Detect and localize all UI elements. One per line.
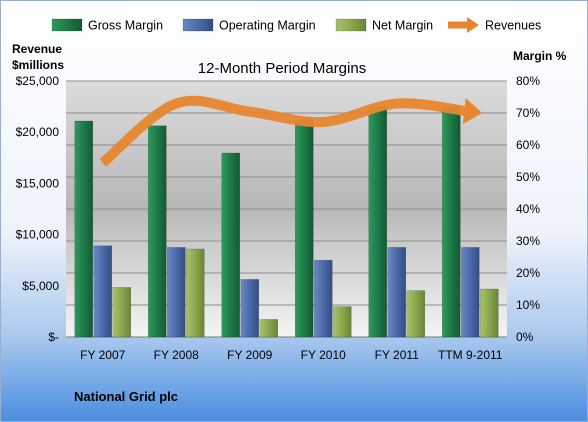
net-margin-bar xyxy=(112,287,132,338)
right-tick-label: 60% xyxy=(516,138,540,152)
operating-margin-bar xyxy=(387,247,407,338)
operating-margin-bar xyxy=(313,259,333,338)
revenues-legend-label: Revenues xyxy=(485,19,541,33)
bars xyxy=(74,106,499,338)
right-tick-label: 40% xyxy=(516,202,540,216)
grid xyxy=(66,80,507,338)
net-margin-bar xyxy=(332,306,352,338)
gross-margin-bar xyxy=(441,106,461,338)
x-tick-label: TTM 9-2011 xyxy=(438,348,503,362)
left-tick-label: $15,000 xyxy=(16,176,60,190)
right-axis-title: Margin % xyxy=(513,49,567,63)
operating-margin-bar xyxy=(460,247,480,338)
x-tick-label: FY 2009 xyxy=(227,348,272,362)
net-margin-bar xyxy=(259,319,279,338)
x-tick-label: FY 2011 xyxy=(375,348,420,362)
revenue-line-path xyxy=(99,95,471,167)
right-tick-label: 20% xyxy=(516,266,540,280)
right-tick-label: 50% xyxy=(516,170,540,184)
operating-margin-legend-swatch xyxy=(182,18,214,32)
net-margin-bar xyxy=(406,290,426,338)
operating-margin-bar xyxy=(166,247,186,338)
operating-margin-bar xyxy=(93,245,113,338)
company-name: National Grid plc xyxy=(74,389,178,404)
chart-title: 12-Month Period Margins xyxy=(198,60,366,77)
net-margin-legend-swatch xyxy=(335,18,367,32)
gross-margin-bar xyxy=(147,125,167,338)
gross-margin-legend-label: Gross Margin xyxy=(88,19,163,33)
x-ticks: FY 2007 FY 2008 FY 2009 FY 2010 FY 2011 TTM 9… xyxy=(80,348,503,362)
left-tick-label: $5,000 xyxy=(22,279,59,293)
left-tick-label: $10,000 xyxy=(16,228,60,242)
left-tick-label: $- xyxy=(48,330,59,344)
left-tick-label: $25,000 xyxy=(16,74,60,88)
right-tick-label: 80% xyxy=(516,74,540,88)
gross-margin-bar xyxy=(368,106,388,338)
left-ticks: $- $5,000 $10,000 $15,000 $20,000 $25,000 xyxy=(16,74,60,344)
revenue-line xyxy=(99,95,483,167)
right-ticks: 0% 10% 20% 30% 40% 50% 60% 70% 80% xyxy=(516,74,540,344)
gross-margin-bar xyxy=(74,120,94,338)
x-tick-label: FY 2010 xyxy=(301,348,346,362)
net-margin-bar xyxy=(185,248,205,338)
left-tick-label: $20,000 xyxy=(16,125,60,139)
gross-margin-legend-swatch xyxy=(51,18,83,32)
revenue-arrowhead xyxy=(462,98,483,124)
operating-margin-bar xyxy=(240,279,260,338)
left-axis-title-line1: Revenue xyxy=(12,42,62,56)
operating-margin-legend-label: Operating Margin xyxy=(219,19,316,33)
left-axis-title-line2: $millions xyxy=(12,58,64,72)
legend: Gross Margin Operating Margin Net Margin Re… xyxy=(51,17,541,33)
net-margin-bar xyxy=(479,288,499,338)
right-tick-label: 30% xyxy=(516,234,540,248)
right-tick-label: 10% xyxy=(516,298,540,312)
right-tick-label: 70% xyxy=(516,106,540,120)
net-margin-legend-label: Net Margin xyxy=(372,19,433,33)
gross-margin-bar xyxy=(221,152,241,338)
revenues-legend-arrow xyxy=(467,17,479,33)
x-tick-label: FY 2008 xyxy=(154,348,199,362)
gross-margin-bar xyxy=(294,119,314,338)
right-tick-label: 0% xyxy=(516,330,534,344)
x-tick-label: FY 2007 xyxy=(80,348,125,362)
